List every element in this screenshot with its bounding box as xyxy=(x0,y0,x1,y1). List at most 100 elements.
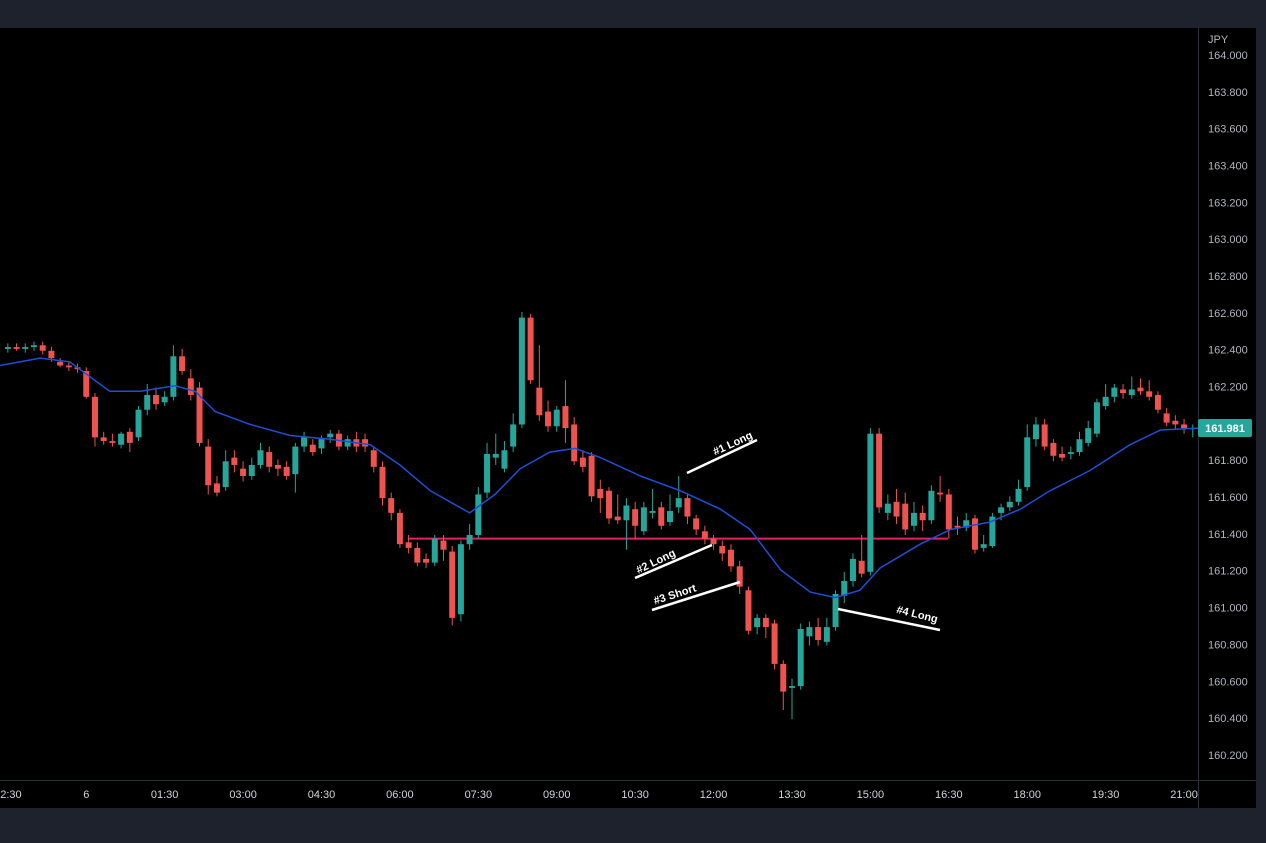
candle-body xyxy=(1041,424,1048,447)
last-price-badge xyxy=(1198,418,1252,437)
annotation-line xyxy=(634,543,713,580)
candle-body xyxy=(126,431,133,443)
last-price-label: 161.981 xyxy=(1205,423,1245,435)
x-tick-label: 01:30 xyxy=(151,789,179,801)
x-tick-label: 10:30 xyxy=(621,789,649,801)
plot xyxy=(0,312,1199,720)
candle-body xyxy=(309,444,316,453)
candle-body xyxy=(606,490,613,519)
candle-body xyxy=(30,345,37,348)
candle-body xyxy=(545,411,552,427)
candle-body xyxy=(414,547,421,563)
annotation-line xyxy=(686,438,758,475)
candle-body xyxy=(510,424,517,447)
x-tick-label: 12:00 xyxy=(700,789,728,801)
candle-body xyxy=(919,512,926,521)
x-tick-label: 21:00 xyxy=(1170,789,1198,801)
candle-body xyxy=(266,452,273,467)
moving-average xyxy=(0,357,1199,599)
candle-body xyxy=(762,617,769,628)
candle-body xyxy=(283,466,290,477)
candle-body xyxy=(91,396,98,438)
candle-body xyxy=(980,544,987,548)
candle-body xyxy=(893,501,900,517)
candle-body xyxy=(754,617,761,628)
candle-body xyxy=(1032,424,1039,440)
candle-body xyxy=(675,498,682,508)
candle-body xyxy=(1181,424,1188,429)
candle-body xyxy=(39,345,46,351)
candle-body xyxy=(109,441,116,443)
y-tick-label: 161.600 xyxy=(1208,492,1248,504)
candle-body xyxy=(667,511,674,523)
y-tick-label: 160.800 xyxy=(1208,639,1248,651)
candle-body xyxy=(274,464,281,469)
candle-body xyxy=(928,490,935,521)
candle-body xyxy=(945,494,952,530)
annotation-line xyxy=(837,607,941,632)
candle-body xyxy=(13,347,20,349)
candle-body xyxy=(1154,394,1161,410)
candle-body xyxy=(1076,439,1083,453)
candle-body xyxy=(536,387,543,416)
candle-body xyxy=(1163,413,1170,423)
candle-body xyxy=(971,518,978,550)
candle-body xyxy=(910,512,917,526)
candle-body xyxy=(989,516,996,547)
candle-body xyxy=(457,544,464,615)
y-tick-label: 162.800 xyxy=(1208,271,1248,283)
candle-body xyxy=(388,498,395,513)
candle-body xyxy=(431,538,438,563)
candle-body xyxy=(152,394,159,405)
candle-body xyxy=(257,450,264,465)
candle-body xyxy=(832,593,839,628)
candle-body xyxy=(379,466,386,499)
candle-body xyxy=(466,534,473,545)
y-tick-label: 162.600 xyxy=(1208,308,1248,320)
candle-body xyxy=(135,409,142,438)
y-tick-label: 160.600 xyxy=(1208,676,1248,688)
candle-body xyxy=(327,433,334,438)
x-tick-label: 18:00 xyxy=(1013,789,1041,801)
candle-body xyxy=(719,546,726,554)
candle-body xyxy=(179,356,186,372)
y-tick-label: 161.400 xyxy=(1208,529,1248,541)
candle-body xyxy=(492,453,499,458)
candle-body xyxy=(318,439,325,449)
candle-body xyxy=(205,446,212,486)
candle-body xyxy=(588,455,595,497)
candle-body xyxy=(780,663,787,692)
candle-body xyxy=(815,627,822,640)
candle-body xyxy=(998,507,1005,513)
candle-body xyxy=(161,396,168,403)
candle-body xyxy=(640,507,647,532)
candle-body xyxy=(501,450,508,469)
candle-body xyxy=(475,494,482,535)
candle-body xyxy=(1120,389,1127,394)
candle-body xyxy=(362,439,369,447)
y-tick-label: 164.000 xyxy=(1208,50,1248,62)
candle-body xyxy=(48,350,55,359)
candle-body xyxy=(1093,402,1100,434)
y-tick-label: 163.600 xyxy=(1208,124,1248,136)
candle-body xyxy=(902,503,909,530)
y-tick-label: 162.200 xyxy=(1208,382,1248,394)
candle-body xyxy=(1128,389,1135,395)
candle-body xyxy=(963,520,970,528)
candle-body xyxy=(396,512,403,545)
candle-body xyxy=(884,503,891,513)
candle-body xyxy=(867,433,874,572)
candle-body xyxy=(797,628,804,687)
candle-body xyxy=(248,464,255,477)
x-tick-label: 6 xyxy=(83,789,89,801)
x-tick-label: 03:00 xyxy=(229,789,257,801)
candle-body xyxy=(623,505,630,521)
candle-body xyxy=(693,518,700,530)
candle-body xyxy=(100,437,107,442)
candle-body xyxy=(527,317,534,381)
chart-pane xyxy=(0,28,1256,808)
candle-body xyxy=(83,371,90,397)
currency-label: JPY xyxy=(1208,34,1229,46)
candle-body xyxy=(484,453,491,493)
candle-body xyxy=(1102,396,1109,407)
